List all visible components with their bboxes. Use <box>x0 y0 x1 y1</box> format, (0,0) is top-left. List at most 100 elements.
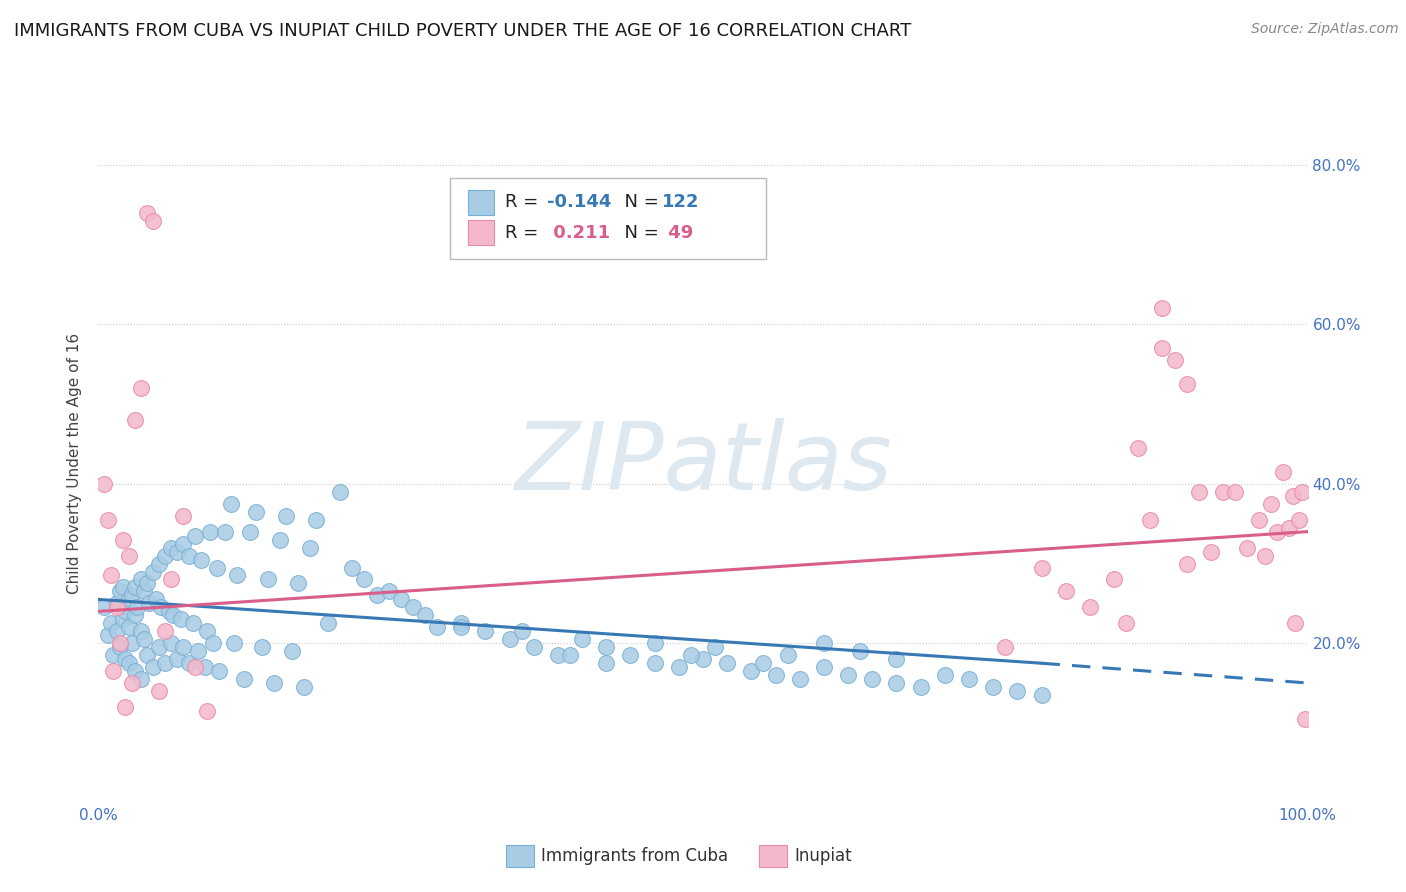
Point <box>111 612 134 626</box>
Point <box>124 608 146 623</box>
Point <box>305 513 328 527</box>
Point <box>153 549 176 563</box>
Point <box>1115 616 1137 631</box>
Point <box>1163 353 1185 368</box>
Point <box>1078 600 1101 615</box>
Point <box>1260 497 1282 511</box>
Point <box>162 608 184 623</box>
Point <box>166 544 188 558</box>
Point <box>148 557 170 571</box>
Point <box>172 536 194 550</box>
Point <box>245 505 267 519</box>
Point <box>108 640 131 655</box>
Point <box>208 664 231 678</box>
Point <box>256 573 278 587</box>
Point <box>105 596 128 610</box>
Point <box>190 552 212 566</box>
Point <box>474 624 496 639</box>
Point <box>1139 513 1161 527</box>
Point <box>148 684 170 698</box>
Point <box>704 640 727 655</box>
Point <box>813 660 835 674</box>
Point <box>281 644 304 658</box>
Text: Immigrants from Cuba: Immigrants from Cuba <box>541 847 728 865</box>
Point <box>668 660 690 674</box>
Point <box>1175 377 1198 392</box>
Point <box>148 640 170 655</box>
Text: Inupiat: Inupiat <box>794 847 852 865</box>
Point <box>558 648 581 663</box>
Point <box>269 533 291 547</box>
Point <box>426 620 449 634</box>
Point <box>366 589 388 603</box>
Point <box>994 640 1017 655</box>
Point <box>214 524 236 539</box>
Point <box>547 648 569 663</box>
Point <box>1102 573 1125 587</box>
Point <box>172 640 194 655</box>
Point <box>1188 484 1211 499</box>
Point <box>184 660 207 674</box>
Point <box>187 644 209 658</box>
Point <box>287 576 309 591</box>
Text: R =: R = <box>505 194 544 211</box>
Point <box>813 636 835 650</box>
Point <box>134 584 156 599</box>
Point <box>205 560 228 574</box>
Point <box>1175 557 1198 571</box>
Point <box>179 549 201 563</box>
Point <box>118 592 141 607</box>
Point <box>105 600 128 615</box>
Text: 122: 122 <box>662 194 700 211</box>
Point <box>157 604 180 618</box>
Point <box>679 648 702 663</box>
Text: 49: 49 <box>662 224 693 242</box>
Point <box>299 541 322 555</box>
Point <box>644 636 666 650</box>
Point <box>1152 301 1174 316</box>
Point <box>250 640 273 655</box>
Point <box>1212 484 1234 499</box>
Point <box>169 612 191 626</box>
Point <box>498 632 520 647</box>
Point <box>1291 484 1313 499</box>
Point <box>114 652 136 666</box>
Point <box>100 616 122 631</box>
Point <box>124 581 146 595</box>
Point <box>194 660 217 674</box>
Point <box>274 508 297 523</box>
Point <box>1249 513 1271 527</box>
Point <box>263 676 285 690</box>
Point <box>1152 341 1174 355</box>
Point <box>160 541 183 555</box>
Point <box>221 497 243 511</box>
Point <box>118 549 141 563</box>
Point <box>1278 521 1301 535</box>
Point <box>226 568 249 582</box>
Point <box>886 652 908 666</box>
Point <box>129 672 152 686</box>
Point <box>1267 524 1289 539</box>
Point <box>389 592 412 607</box>
Point <box>135 648 157 663</box>
Point <box>108 636 131 650</box>
Point <box>849 644 872 658</box>
Point <box>1223 484 1246 499</box>
Point <box>860 672 883 686</box>
Point <box>121 636 143 650</box>
Point <box>789 672 811 686</box>
Point <box>1288 513 1310 527</box>
Point <box>108 584 131 599</box>
Point <box>97 628 120 642</box>
Point <box>135 205 157 219</box>
Point <box>595 657 617 671</box>
Point <box>981 680 1004 694</box>
Point <box>619 648 641 663</box>
Text: -0.144: -0.144 <box>547 194 612 211</box>
Point <box>776 648 799 663</box>
Text: ZIPatlas: ZIPatlas <box>515 418 891 509</box>
Point <box>138 596 160 610</box>
Point <box>142 565 165 579</box>
Point <box>195 624 218 639</box>
Point <box>232 672 254 686</box>
